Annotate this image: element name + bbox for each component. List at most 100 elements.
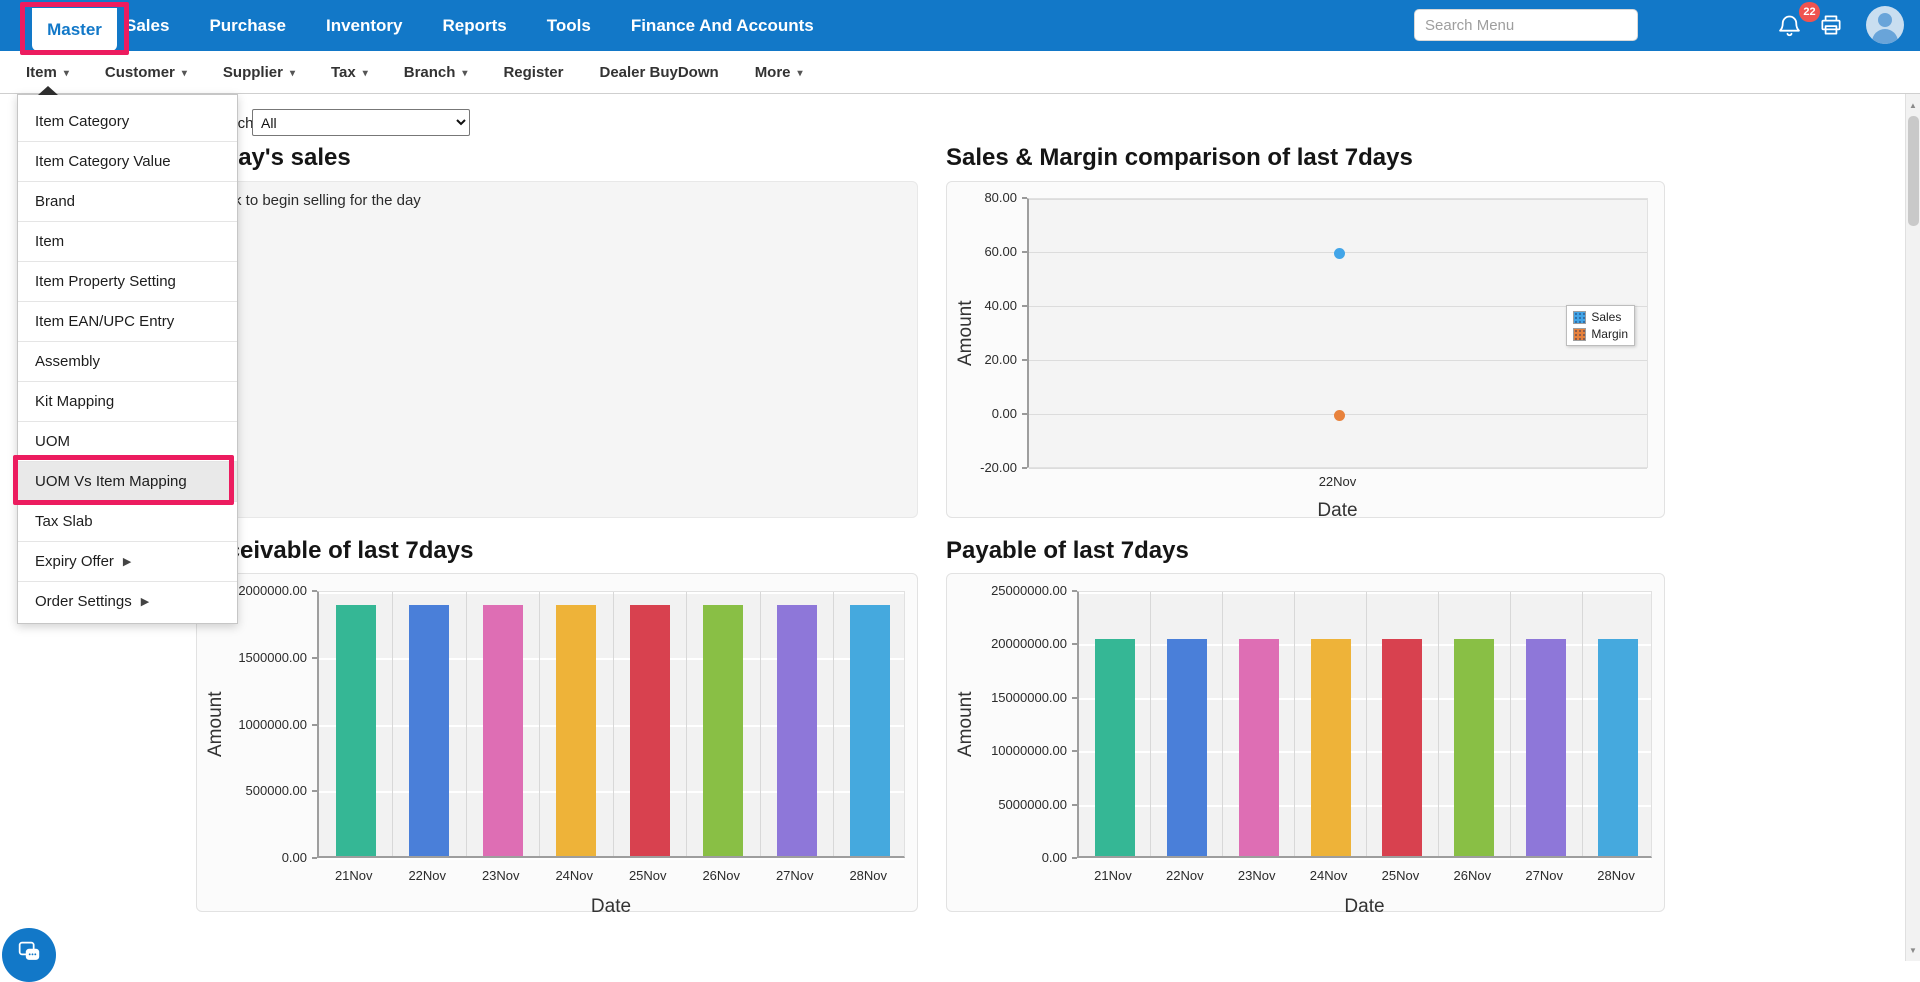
topnav-item-finance-and-accounts[interactable]: Finance And Accounts [630,15,814,35]
gridline [1150,592,1152,856]
topnav-item-sales[interactable]: Sales [125,15,170,35]
topnav-item-purchase[interactable]: Purchase [209,15,286,35]
gridline [1079,804,1651,807]
sub-navbar: Item ▾ Customer ▾ Supplier ▾ Tax ▾ Branch ▾ Regist… [0,51,1920,94]
gridline [1079,697,1651,700]
menu-item-item-category[interactable]: Item Category [18,101,237,141]
y-axis-tick-label: 15000000.00 [991,689,1067,705]
chevron-down-icon: ▾ [289,67,295,79]
subnav-item-label: Dealer BuyDown [599,63,719,81]
menu-item-brand[interactable]: Brand [18,181,237,221]
subnav-item-dealer-buydown[interactable]: Dealer BuyDown [599,64,718,81]
subnav-item-branch[interactable]: Branch ▾ [404,64,468,81]
menu-item-label: Brand [35,193,76,210]
subnav-item-label: Branch [403,63,456,81]
x-axis-tick-label: 25Nov [628,868,667,883]
x-axis-tick-label: 28Nov [849,868,888,883]
subnav-item-customer[interactable]: Customer ▾ [105,64,187,81]
subnav-item-register[interactable]: Register [503,64,563,81]
menu-item-order-settings[interactable]: Order Settings ▶ [18,581,237,621]
y-axis-tick-mark [312,857,317,859]
gridline [759,592,761,856]
topnav-item-tools[interactable]: Tools [546,15,591,35]
branch-select[interactable]: All [252,109,470,136]
x-axis-tick-label: 21Nov [334,868,373,883]
bar-24nov [556,605,597,856]
bell-icon[interactable] [1776,12,1804,40]
bar-27nov [776,605,817,856]
subnav-item-more[interactable]: More ▾ [755,64,803,81]
menu-item-item-property-setting[interactable]: Item Property Setting [18,261,237,301]
menu-item-assembly[interactable]: Assembly [18,341,237,381]
search-input[interactable] [1414,9,1638,41]
today-sales-message: Click to begin selling for the day [209,192,421,209]
scrollbar[interactable]: ▲ ▼ [1905,94,1920,961]
x-axis-tick-label: 21Nov [1094,868,1132,883]
topnav-item-reports[interactable]: Reports [442,15,507,35]
x-axis-tick-label: 24Nov [555,868,594,883]
y-axis-tick-mark [1022,413,1027,415]
y-axis-tick-label: 20000000.00 [991,636,1067,652]
menu-item-item[interactable]: Item [18,221,237,261]
avatar[interactable] [1866,6,1904,44]
menu-item-expiry-offer[interactable]: Expiry Offer ▶ [18,541,237,581]
menu-item-label: Item Category Value [35,153,171,170]
bar-25nov [1382,639,1423,856]
gridline [1294,592,1296,856]
today-sales-panel[interactable]: Click to begin selling for the day [196,181,918,518]
gridline [319,592,904,594]
menu-item-uom[interactable]: UOM [18,421,237,461]
receivable-chart-card: 2000000.00 1500000.00 1000000.00 500000.00 0… [196,573,918,917]
gridline [833,592,834,856]
y-axis-tick-label: 500000.00 [245,783,307,799]
y-axis-tick-label: 2000000.00 [238,583,307,598]
menu-item-label: Tax Slab [35,513,93,530]
scroll-down-arrow-icon[interactable]: ▼ [1909,945,1917,955]
notification-badge: 22 [1799,2,1820,22]
gridline [1029,468,1647,469]
x-axis-tick-label: 22Nov [1166,868,1204,883]
scrollbar-thumb[interactable] [1908,116,1919,226]
gridline [539,592,540,856]
y-axis-tick-label: -20.00 [980,460,1017,475]
top-navbar: Master Sales Purchase Inventory Reports Tools… [0,0,1920,51]
y-axis-tick-label: 0.00 [281,850,307,865]
menu-item-tax-slab[interactable]: Tax Slab [18,501,237,541]
subnav-item-tax[interactable]: Tax ▾ [331,64,368,81]
y-axis-title: Amount [955,300,976,366]
chevron-down-icon: ▾ [797,67,803,79]
bar-26nov [703,605,744,856]
y-axis-tick-mark [1022,305,1027,307]
chat-widget-button[interactable] [2,928,56,982]
subnav-item-label: Item [26,63,57,81]
plot-area [317,591,905,860]
x-axis-tick-label: 22Nov [408,868,447,883]
y-axis-tick-mark [1072,803,1077,806]
chart-legend: Sales Margin [1566,305,1635,346]
gridline [1029,199,1647,200]
item-dropdown-menu: Item Category Item Category Value Brand Ite… [17,86,238,624]
subnav-item-item[interactable]: Item ▾ [26,64,69,81]
menu-item-item-category-value[interactable]: Item Category Value [18,141,237,181]
y-axis-tick-label: 0.00 [1041,850,1067,865]
topnav-item-inventory[interactable]: Inventory [325,15,403,35]
y-axis-tick-label: 10000000.00 [991,743,1067,759]
menu-item-item-ean-upc-entry[interactable]: Item EAN/UPC Entry [18,301,237,341]
topnav-item-master[interactable]: Master [32,8,117,51]
chevron-down-icon: ▾ [63,67,69,79]
gridline [319,858,904,860]
sales-margin-chart-card: Sales Margin 80.00 60.00 40.00 20.00 0.00 -20.0… [946,181,1665,521]
scroll-up-arrow-icon[interactable]: ▲ [1909,100,1917,110]
menu-item-kit-mapping[interactable]: Kit Mapping [18,381,237,421]
bar-22nov [1166,639,1207,856]
y-axis-tick-label: 25000000.00 [991,583,1067,598]
subnav-item-supplier[interactable]: Supplier ▾ [223,64,295,81]
y-axis-tick-mark [312,656,317,659]
menu-item-label: Order Settings [35,593,132,610]
y-axis-tick-mark [1022,467,1027,469]
gridline [1509,592,1511,856]
gridline [1222,592,1224,856]
printer-icon[interactable] [1818,12,1846,40]
x-axis-tick-label: 25Nov [1381,868,1420,883]
menu-item-uom-vs-item-mapping[interactable]: UOM Vs Item Mapping [18,461,237,501]
